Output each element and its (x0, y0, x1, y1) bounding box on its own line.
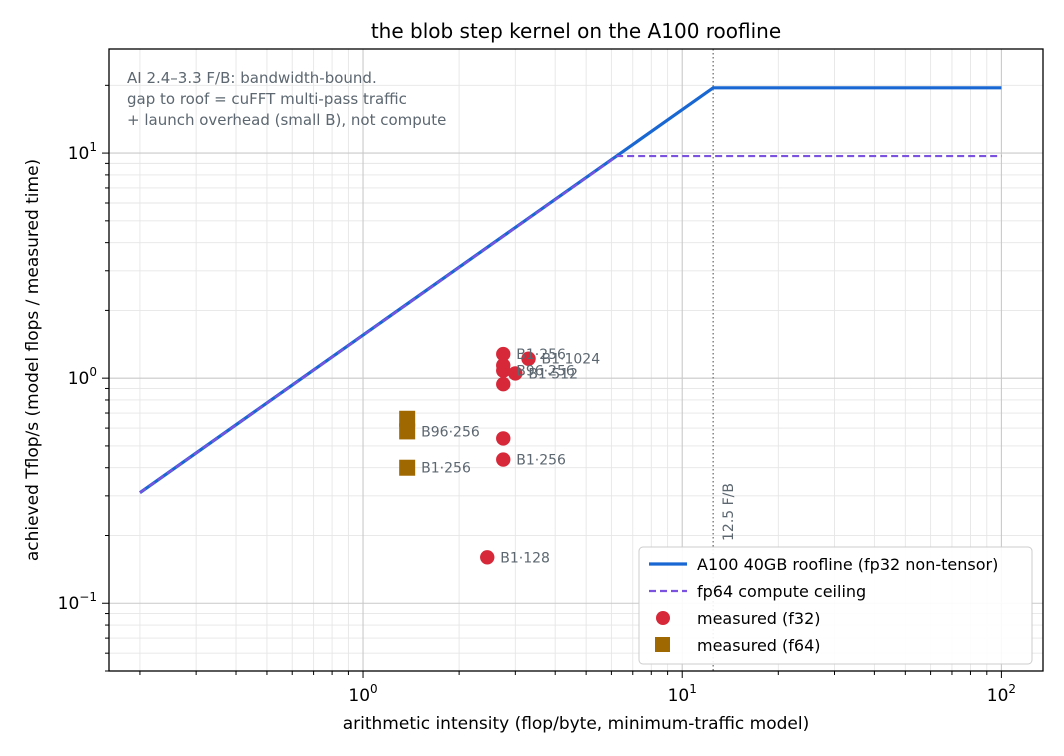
plot-frame (108, 48, 1044, 672)
f64-point (399, 423, 416, 440)
f32-point (480, 550, 495, 565)
f32-point (496, 431, 511, 446)
legend-box (638, 546, 1033, 665)
x-axis-label: arithmetic intensity (flop/byte, minimum… (343, 714, 810, 734)
ridge-label: 12.5 F/B (721, 483, 737, 541)
y-tick-label: 100 (68, 365, 97, 389)
annotation-block: AI 2.4–3.3 F/B: bandwidth-bound. gap to … (127, 69, 446, 129)
annotation-line-1: AI 2.4–3.3 F/B: bandwidth-bound. (127, 69, 377, 87)
annotation-line-3: + launch overhead (small B), not compute (127, 111, 446, 129)
f32-point-label: B96·256 (516, 364, 575, 380)
f32-point (508, 366, 523, 381)
f64-point-label: B96·256 (421, 424, 480, 440)
f32-point-label: B1·256 (516, 347, 566, 363)
roofline-series-line (139, 86, 1002, 494)
legend-roofline-label: A100 40GB roofline (fp32 non-tensor) (697, 555, 998, 574)
x-tick-label: 102 (987, 682, 1016, 706)
f32-point-label: B1·128 (500, 550, 550, 566)
f64-point (399, 410, 416, 427)
x-axis-ticks: 100 101 102 (139, 671, 1016, 706)
legend: A100 40GB roofline (fp32 non-tensor) fp6… (638, 546, 1033, 665)
data-point-labels: B1·256B1·1024B96·256B1·512B1·256B1·128B9… (421, 347, 600, 566)
f64-point-label: B1·256 (421, 461, 471, 477)
f32-point (496, 452, 511, 467)
f32-point (496, 363, 511, 378)
x-tick-label: 101 (668, 682, 697, 706)
legend-f32-swatch (656, 611, 670, 625)
f32-point-label: B1·1024 (542, 352, 601, 368)
fp64-ceiling-series-line (139, 154, 1002, 494)
legend-f64-swatch (655, 637, 670, 652)
y-axis-label: achieved Tflop/s (model flops / measured… (23, 159, 43, 561)
annotation-line-2: gap to roof = cuFFT multi-pass traffic (127, 90, 407, 108)
legend-fp64-label: fp64 compute ceiling (697, 582, 866, 601)
f32-point-label: B1·512 (528, 366, 578, 382)
legend-f32-label: measured (f32) (697, 609, 821, 628)
x-tick-label: 100 (348, 682, 377, 706)
legend-f64-label: measured (f64) (697, 636, 821, 655)
y-tick-label: 10−1 (58, 590, 97, 614)
y-axis-ticks: 10−1 100 101 (58, 84, 109, 672)
f64-point (399, 459, 416, 476)
f32-point-label: B1·256 (516, 453, 566, 469)
data-points (399, 346, 536, 565)
f32-point (496, 377, 511, 392)
f32-point (521, 351, 536, 366)
f32-point (496, 346, 511, 362)
chart-title: the blob step kernel on the A100 rooflin… (371, 19, 781, 43)
y-tick-label: 101 (68, 140, 97, 164)
